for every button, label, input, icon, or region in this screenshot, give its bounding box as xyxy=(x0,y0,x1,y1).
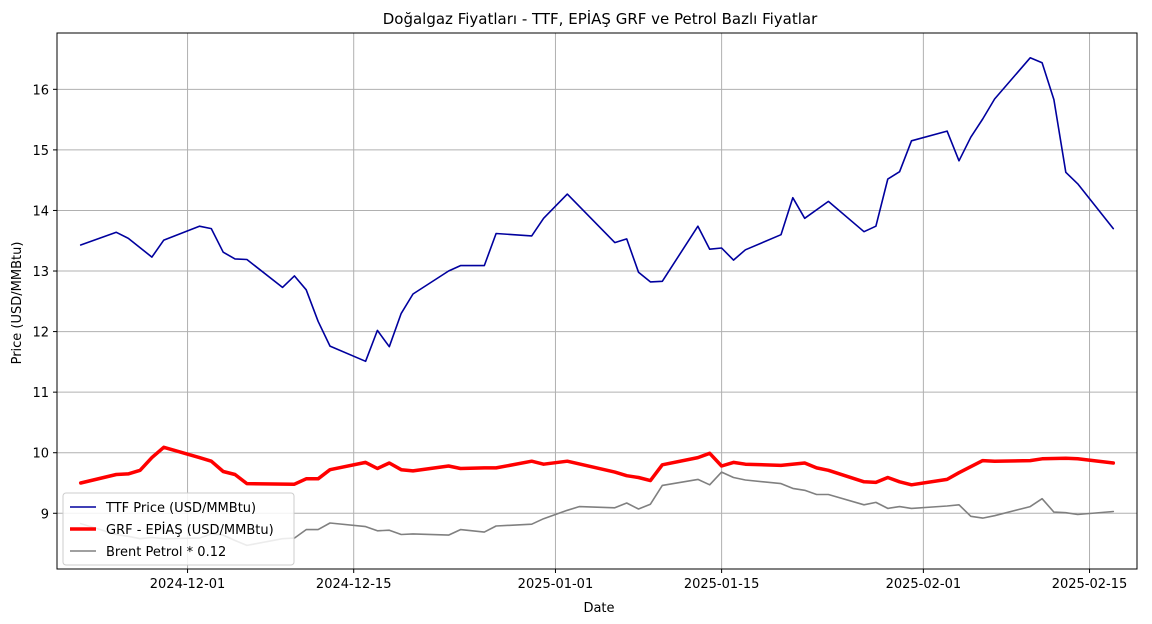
x-tick-label: 2024-12-15 xyxy=(316,577,392,592)
y-axis-label: Price (USD/MMBtu) xyxy=(10,242,25,365)
x-tick-label: 2024-12-01 xyxy=(150,577,226,592)
x-axis-ticks: 2024-12-01 2024-12-15 2025-01-01 2025-01-15… xyxy=(150,569,1128,592)
series-line-grf xyxy=(78,445,1116,487)
legend-box xyxy=(62,492,295,566)
x-tick-label: 2025-02-15 xyxy=(1052,577,1128,592)
y-tick-label: 16 xyxy=(32,83,49,98)
series-line-ttf xyxy=(79,56,1115,363)
y-tick-label: 13 xyxy=(32,265,49,280)
x-tick-label: 2025-01-15 xyxy=(684,577,760,592)
series-layer xyxy=(78,56,1116,547)
y-tick-label: 15 xyxy=(32,144,49,159)
x-tick-label: 2025-02-01 xyxy=(886,577,962,592)
legend: TTF Price (USD/MMBtu) GRF - EPİAŞ (USD/MM… xyxy=(62,492,295,566)
legend-label: GRF - EPİAŞ (USD/MMBtu) xyxy=(106,522,274,538)
y-tick-label: 10 xyxy=(32,447,49,462)
y-tick-label: 9 xyxy=(41,507,49,522)
plot-frame xyxy=(56,32,1138,570)
grid-lines xyxy=(57,33,1137,569)
x-tick-label: 2025-01-01 xyxy=(518,577,594,592)
x-axis-label: Date xyxy=(583,601,614,616)
y-tick-label: 14 xyxy=(32,204,49,219)
y-tick-label: 12 xyxy=(32,326,49,341)
y-tick-label: 11 xyxy=(32,386,49,401)
legend-label: Brent Petrol * 0.12 xyxy=(106,545,226,560)
chart-title: Doğalgaz Fiyatları - TTF, EPİAŞ GRF ve P… xyxy=(383,9,818,28)
y-axis-ticks: 9 10 11 12 13 14 15 16 xyxy=(32,83,57,522)
legend-label: TTF Price (USD/MMBtu) xyxy=(105,501,256,516)
